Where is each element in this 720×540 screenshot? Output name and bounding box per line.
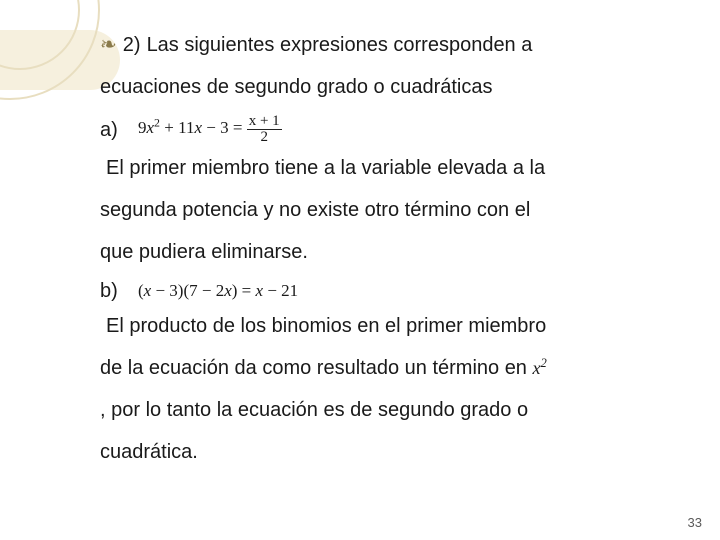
item-number: 2) xyxy=(123,24,141,66)
page-number: 33 xyxy=(688,515,702,530)
part-b-row: b) (x − 3)(7 − 2x) = x − 21 xyxy=(100,279,680,303)
eq-a-numerator: x + 1 xyxy=(247,114,282,130)
part-b-explain-2-text: de la ecuación da como resultado un térm… xyxy=(100,357,527,379)
slide-content: ❧ 2) Las siguientes expresiones correspo… xyxy=(100,24,680,473)
equation-a: 9x2 + 11x − 3 = x + 1 2 xyxy=(138,114,282,145)
intro-line-2: ecuaciones de segundo grado o cuadrática… xyxy=(100,66,680,108)
bullet-icon: ❧ xyxy=(100,24,117,66)
part-a-explain-2: segunda potencia y no existe otro términ… xyxy=(100,189,680,231)
part-a-label: a) xyxy=(100,118,124,142)
part-a-explain-1: El primer miembro tiene a la variable el… xyxy=(106,147,680,189)
equation-b: (x − 3)(7 − 2x) = x − 21 xyxy=(138,281,298,301)
part-a-row: a) 9x2 + 11x − 3 = x + 1 2 xyxy=(100,114,680,145)
item-heading: ❧ 2) Las siguientes expresiones correspo… xyxy=(100,24,680,66)
part-a-explain-3: que pudiera eliminarse. xyxy=(100,231,680,273)
intro-line-1: Las siguientes expresiones corresponden … xyxy=(147,24,533,66)
part-b-explain-1: El producto de los binomios en el primer… xyxy=(106,305,680,347)
part-b-explain-4: cuadrática. xyxy=(100,431,680,473)
part-b-explain-2: de la ecuación da como resultado un térm… xyxy=(100,347,680,389)
x-squared-term: x2 xyxy=(533,358,547,378)
part-b-label: b) xyxy=(100,279,124,303)
part-b-explain-3: , por lo tanto la ecuación es de segundo… xyxy=(100,389,680,431)
eq-a-denominator: 2 xyxy=(247,130,282,145)
